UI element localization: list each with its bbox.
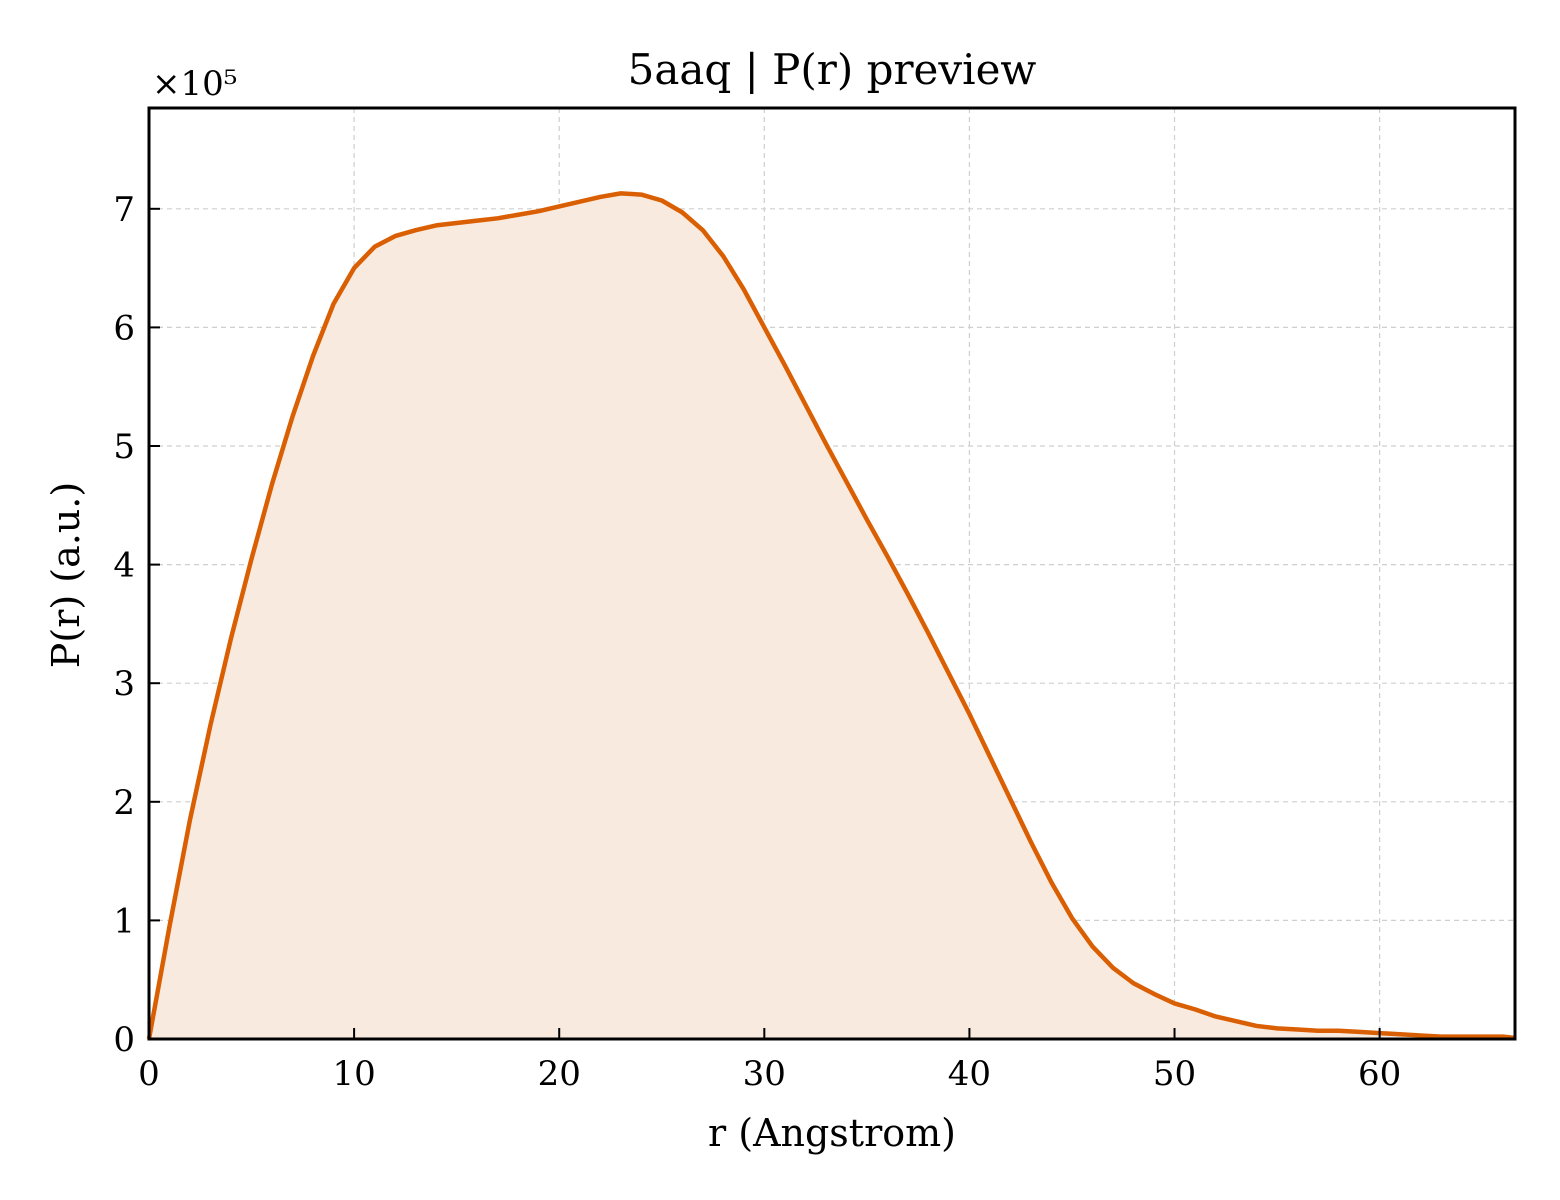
plot-frame (147, 106, 1517, 1041)
y-tick-label: 4 (113, 546, 135, 586)
x-axis-label: r (Angstrom) (708, 1111, 956, 1155)
x-tick-label: 60 (1358, 1054, 1401, 1094)
x-tick-label: 30 (743, 1054, 786, 1094)
x-tick-label: 40 (948, 1054, 991, 1094)
x-tick-label: 20 (538, 1054, 581, 1094)
y-multiplier-label: ×10⁵ (152, 64, 237, 104)
y-tick-label: 5 (113, 427, 135, 467)
x-tick-label: 50 (1153, 1054, 1196, 1094)
y-tick-label: 2 (113, 783, 135, 823)
x-tick-label: 0 (138, 1054, 160, 1094)
y-tick-label: 7 (113, 190, 135, 230)
y-tick-label: 1 (113, 901, 135, 941)
y-tick-label: 6 (113, 308, 135, 348)
x-tick-labels: 0 10 20 30 40 50 60 (138, 1054, 1401, 1094)
pr-series-line (146, 191, 1516, 1041)
x-tick-label: 10 (332, 1054, 375, 1094)
pr-area-fill (149, 193, 1515, 1039)
y-tick-label: 3 (113, 664, 135, 704)
chart-title: 5aaq | P(r) preview (628, 45, 1037, 94)
y-axis-label: P(r) (a.u.) (44, 482, 88, 668)
y-tick-label: 0 (113, 1020, 135, 1060)
y-tick-labels: 0 1 2 3 4 5 6 7 (113, 190, 135, 1060)
